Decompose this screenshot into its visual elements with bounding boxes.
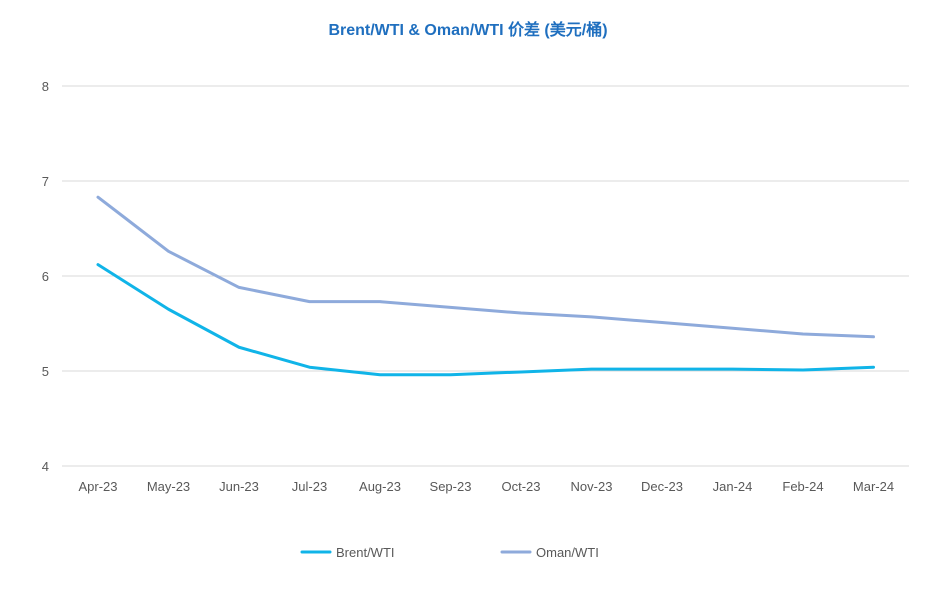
y-axis-tick-labels: 4 5 6 7 8	[42, 79, 49, 474]
x-tick-label: Jul-23	[292, 479, 327, 494]
x-tick-label: Jan-24	[713, 479, 753, 494]
x-axis-tick-labels: Apr-23 May-23 Jun-23 Jul-23 Aug-23 Sep-23 Oct-…	[78, 479, 894, 494]
legend-label: Oman/WTI	[536, 545, 599, 560]
legend-label: Brent/WTI	[336, 545, 395, 560]
x-tick-label: Sep-23	[430, 479, 472, 494]
y-tick-label: 6	[42, 269, 49, 284]
y-tick-label: 7	[42, 174, 49, 189]
x-tick-label: Apr-23	[78, 479, 117, 494]
series-line-brent-wti	[96, 263, 875, 377]
x-tick-label: Nov-23	[571, 479, 613, 494]
x-tick-label: Aug-23	[359, 479, 401, 494]
chart-title: Brent/WTI & Oman/WTI 价差 (美元/桶)	[328, 20, 607, 39]
series-lines	[96, 195, 875, 377]
legend: Brent/WTI Oman/WTI	[300, 545, 599, 560]
x-tick-label: Jun-23	[219, 479, 259, 494]
y-tick-label: 8	[42, 79, 49, 94]
y-tick-label: 5	[42, 364, 49, 379]
series-line-oman-wti	[96, 195, 875, 339]
x-tick-label: May-23	[147, 479, 190, 494]
gridlines	[62, 85, 909, 467]
x-tick-label: Feb-24	[782, 479, 823, 494]
y-tick-label: 4	[42, 459, 49, 474]
x-tick-label: Dec-23	[641, 479, 683, 494]
x-tick-label: Oct-23	[501, 479, 540, 494]
x-tick-label: Mar-24	[853, 479, 894, 494]
